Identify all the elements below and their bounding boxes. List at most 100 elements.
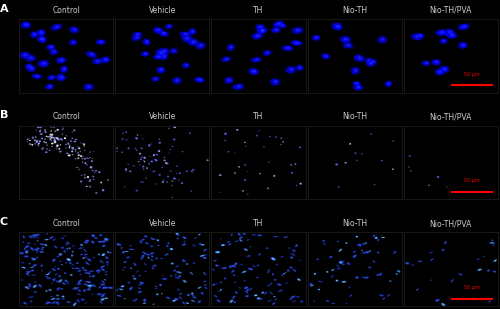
Ellipse shape <box>340 261 343 262</box>
Ellipse shape <box>51 146 52 147</box>
Ellipse shape <box>38 35 48 44</box>
Ellipse shape <box>365 242 367 244</box>
Ellipse shape <box>478 269 482 271</box>
Ellipse shape <box>134 300 135 301</box>
Ellipse shape <box>148 257 150 259</box>
Ellipse shape <box>84 269 86 271</box>
Ellipse shape <box>268 269 270 270</box>
Ellipse shape <box>196 286 202 289</box>
Ellipse shape <box>71 147 73 148</box>
Ellipse shape <box>144 157 146 159</box>
Ellipse shape <box>176 173 178 174</box>
Ellipse shape <box>34 249 38 251</box>
Ellipse shape <box>79 273 82 275</box>
Ellipse shape <box>102 287 106 289</box>
Ellipse shape <box>162 32 166 35</box>
Ellipse shape <box>46 301 52 304</box>
Ellipse shape <box>314 273 316 275</box>
Ellipse shape <box>344 162 347 164</box>
Ellipse shape <box>54 239 55 240</box>
Text: Vehicle: Vehicle <box>148 219 176 228</box>
Ellipse shape <box>99 301 103 304</box>
Ellipse shape <box>53 127 54 128</box>
Ellipse shape <box>460 274 462 275</box>
Ellipse shape <box>102 253 105 256</box>
Ellipse shape <box>21 262 24 264</box>
Ellipse shape <box>142 38 152 46</box>
Ellipse shape <box>385 81 392 87</box>
Ellipse shape <box>357 86 360 88</box>
Ellipse shape <box>142 302 146 304</box>
Ellipse shape <box>22 235 25 238</box>
Ellipse shape <box>266 299 273 303</box>
Ellipse shape <box>322 240 325 242</box>
Ellipse shape <box>434 298 440 302</box>
Ellipse shape <box>312 34 322 42</box>
Ellipse shape <box>312 300 316 302</box>
Ellipse shape <box>136 137 138 139</box>
Ellipse shape <box>23 249 30 252</box>
Ellipse shape <box>90 167 92 168</box>
Ellipse shape <box>52 259 56 262</box>
Ellipse shape <box>45 151 48 153</box>
Ellipse shape <box>104 240 105 242</box>
Ellipse shape <box>49 289 51 290</box>
Ellipse shape <box>24 251 29 254</box>
Ellipse shape <box>92 151 94 152</box>
Ellipse shape <box>255 27 269 34</box>
Ellipse shape <box>85 257 86 258</box>
Ellipse shape <box>84 254 88 256</box>
Ellipse shape <box>156 183 157 184</box>
Ellipse shape <box>106 257 107 258</box>
Ellipse shape <box>58 276 60 277</box>
Ellipse shape <box>56 145 58 147</box>
Ellipse shape <box>258 28 267 35</box>
Ellipse shape <box>220 192 221 193</box>
Ellipse shape <box>22 241 24 243</box>
Ellipse shape <box>352 250 357 254</box>
Ellipse shape <box>160 285 161 286</box>
Ellipse shape <box>288 270 289 271</box>
Ellipse shape <box>30 234 36 237</box>
Ellipse shape <box>236 241 238 242</box>
Ellipse shape <box>142 52 149 57</box>
Ellipse shape <box>295 244 298 247</box>
Ellipse shape <box>46 303 48 304</box>
Ellipse shape <box>106 262 108 263</box>
Ellipse shape <box>144 235 148 238</box>
Ellipse shape <box>272 302 276 305</box>
Ellipse shape <box>222 245 224 246</box>
Ellipse shape <box>24 63 34 70</box>
Ellipse shape <box>172 77 181 84</box>
Ellipse shape <box>28 270 32 272</box>
Ellipse shape <box>282 272 287 275</box>
Ellipse shape <box>330 22 344 31</box>
Ellipse shape <box>265 292 266 294</box>
Ellipse shape <box>230 265 237 268</box>
Ellipse shape <box>32 264 37 267</box>
Ellipse shape <box>440 303 446 307</box>
Ellipse shape <box>64 137 66 139</box>
Text: Vehicle: Vehicle <box>148 112 176 121</box>
Ellipse shape <box>218 290 220 292</box>
Ellipse shape <box>152 53 164 60</box>
Ellipse shape <box>125 170 127 171</box>
Ellipse shape <box>430 251 433 254</box>
Ellipse shape <box>150 255 154 258</box>
Ellipse shape <box>30 235 36 236</box>
Ellipse shape <box>236 129 238 131</box>
Ellipse shape <box>51 268 57 272</box>
Ellipse shape <box>57 288 59 290</box>
Ellipse shape <box>230 299 234 303</box>
Ellipse shape <box>236 292 237 293</box>
Ellipse shape <box>310 283 312 286</box>
Ellipse shape <box>30 296 34 298</box>
Ellipse shape <box>65 262 68 264</box>
Ellipse shape <box>194 41 207 50</box>
Ellipse shape <box>141 258 142 259</box>
Ellipse shape <box>245 249 247 250</box>
Ellipse shape <box>105 239 107 240</box>
Ellipse shape <box>266 284 272 286</box>
Ellipse shape <box>66 135 67 136</box>
Ellipse shape <box>60 76 64 79</box>
